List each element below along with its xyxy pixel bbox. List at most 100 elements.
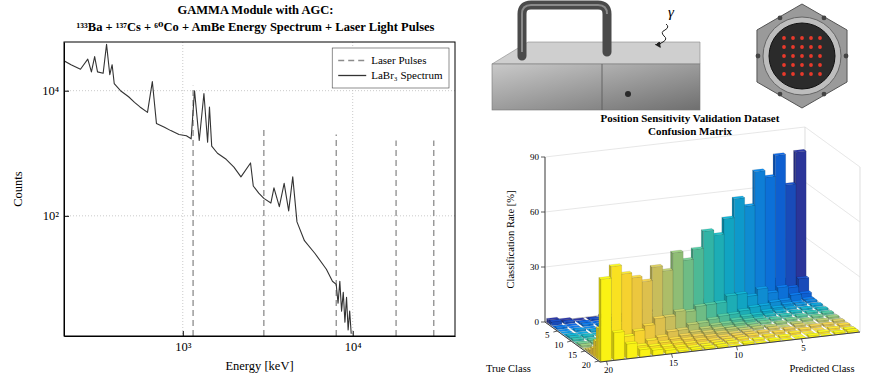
x-axis-title: Energy [keV] (225, 359, 293, 373)
bar-face (753, 169, 766, 172)
bar-face (593, 340, 595, 358)
bar-face (807, 333, 820, 336)
laser-pulse (433, 140, 434, 336)
tick-label: 20 (582, 360, 592, 370)
bar-face (742, 341, 755, 344)
bar-face (732, 196, 745, 199)
bar (762, 334, 775, 339)
bar-face (769, 317, 782, 320)
bar-face (664, 348, 677, 351)
flange-bolt (822, 92, 827, 97)
gamma-label: γ (668, 4, 675, 20)
tick-mark (64, 216, 69, 217)
bar-face (599, 276, 612, 279)
chart-title: Position Sensitivity Validation Dataset (601, 112, 780, 124)
bar-face (801, 318, 814, 321)
bar-face (656, 334, 669, 337)
confusion-chart: Position Sensitivity Validation DatasetC… (486, 112, 860, 375)
bar (775, 321, 788, 326)
device-handle-shine (522, 5, 607, 52)
bar (612, 330, 625, 360)
bar (778, 334, 791, 339)
bar-face (609, 264, 622, 267)
position-dot (809, 54, 813, 58)
grid-line (545, 127, 860, 167)
y-axis-line (545, 322, 600, 362)
chart-subtitle: ¹³³Ba + ¹³⁷Cs + ⁶⁰Co + AmBe Energy Spect… (77, 20, 435, 34)
position-dot (809, 45, 813, 49)
bar (774, 309, 787, 314)
bar-face (691, 247, 704, 250)
tick-label: 15 (669, 358, 679, 368)
grid (64, 42, 455, 336)
bar-face (795, 314, 808, 317)
bar (764, 313, 777, 318)
crystal-face (769, 23, 835, 89)
bar-face (699, 326, 712, 329)
bar (767, 326, 780, 331)
bar (805, 310, 818, 315)
bar-face (686, 322, 699, 325)
x-axis-title: Predicted Class (789, 363, 854, 374)
bar-face (701, 229, 714, 232)
flange-ring (763, 17, 841, 95)
bar-face (725, 293, 738, 296)
bar-face (562, 320, 575, 323)
bar (651, 347, 664, 355)
bar-face (775, 154, 785, 302)
position-dot (809, 63, 813, 67)
bar-face (627, 343, 637, 359)
tick-mark (541, 267, 545, 268)
bar-face (751, 312, 764, 315)
legend-swatch (338, 75, 366, 76)
bar-face (748, 305, 761, 308)
device-body (492, 64, 700, 110)
bar-face (788, 331, 801, 334)
bar-face (775, 321, 788, 324)
bar (757, 330, 770, 335)
bar (571, 337, 584, 342)
bars (547, 149, 859, 361)
bar-face (805, 299, 818, 302)
bar-face (663, 314, 676, 317)
bar-face (735, 292, 748, 295)
bar (821, 311, 834, 316)
z-axis-line (545, 157, 546, 322)
bar-face (679, 333, 692, 336)
bar-face (767, 326, 780, 329)
bar-face (722, 216, 735, 219)
bar-face (776, 285, 789, 288)
tick-mark (553, 331, 557, 332)
photos: γ (492, 4, 848, 110)
bar (810, 303, 823, 308)
flange-bolt (822, 15, 827, 20)
tick-label: 60 (530, 207, 540, 217)
flange-bolt (778, 92, 783, 97)
x-axis: 10³10⁴ (65, 331, 456, 354)
bar-face (684, 341, 697, 344)
grid-line (64, 90, 455, 91)
position-dot (818, 36, 822, 40)
bar-face (768, 300, 781, 303)
bar-face (762, 334, 775, 337)
bar (549, 319, 562, 325)
flange (757, 4, 847, 108)
position-dot (791, 36, 795, 40)
bar-face (612, 331, 614, 360)
flange-bolt (844, 54, 849, 59)
bar (752, 337, 765, 342)
position-dot (782, 72, 786, 76)
bar-face (571, 337, 584, 340)
legend-swatch (338, 60, 366, 61)
bar-face (771, 305, 784, 308)
bar-face (759, 320, 772, 323)
bar-face (725, 327, 738, 330)
bar-face (555, 325, 568, 328)
bar (816, 307, 829, 312)
bar (838, 323, 851, 328)
bar-face (816, 318, 829, 321)
gamma-arrow (659, 24, 667, 47)
legend-label: Laser Pulses (371, 54, 426, 66)
bar-face (794, 149, 807, 152)
bar-face (704, 302, 717, 305)
